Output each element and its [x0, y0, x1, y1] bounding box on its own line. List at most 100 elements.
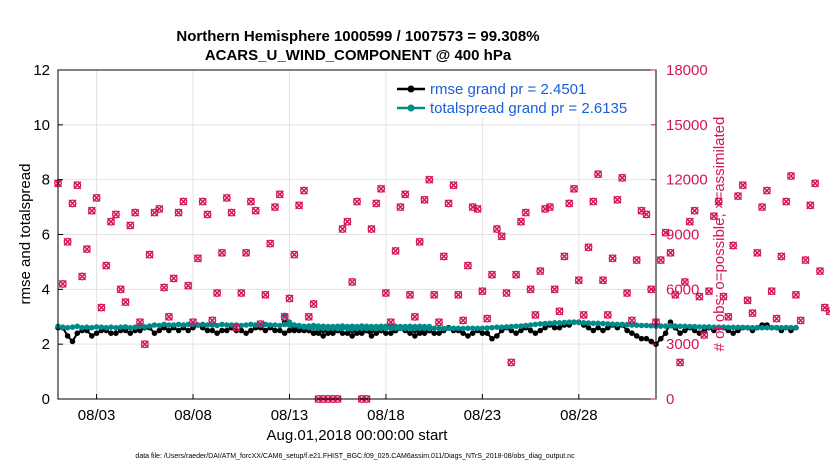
obs-assimilated-marker: [796, 316, 805, 325]
data-point-rmse: [272, 327, 278, 334]
data-point-totalspread: [556, 320, 563, 326]
obs-possible-marker: [791, 290, 800, 299]
obs-possible-marker: [560, 252, 569, 261]
data-point-rmse: [320, 333, 327, 339]
obs-possible-marker: [381, 289, 390, 297]
data-point-totalspread: [561, 319, 568, 326]
obs-possible-marker: [463, 261, 472, 270]
obs-possible-marker: [521, 208, 530, 217]
obs-assimilated-marker: [164, 312, 173, 321]
obs-possible-marker: [372, 199, 381, 208]
obs-possible-marker: [574, 276, 583, 285]
obs-possible-marker: [343, 217, 352, 226]
y-tick-label-left: 10: [33, 117, 50, 134]
data-point-totalspread: [146, 323, 153, 329]
obs-assimilated-marker: [444, 199, 453, 208]
obs-possible-marker: [680, 278, 689, 286]
obs-assimilated-marker: [449, 181, 458, 190]
data-point-totalspread: [344, 325, 351, 332]
obs-assimilated-marker: [516, 217, 526, 226]
obs-assimilated-marker: [454, 290, 463, 299]
obs-possible-marker: [820, 303, 829, 312]
obs-assimilated-marker: [184, 281, 193, 290]
data-point-totalspread: [749, 324, 756, 331]
obs-assimilated-marker: [410, 312, 419, 321]
obs-assimilated-marker: [290, 250, 299, 259]
obs-assimilated-marker: [714, 197, 723, 206]
obs-assimilated-marker: [806, 201, 815, 210]
obs-possible-marker: [734, 192, 742, 201]
obs-possible-marker: [82, 245, 91, 254]
obs-possible-marker: [410, 312, 419, 321]
obs-possible-marker: [700, 331, 709, 339]
data-point-totalspread: [170, 322, 177, 328]
obs-assimilated-marker: [309, 299, 318, 309]
data-point-rmse: [600, 327, 606, 334]
obs-assimilated-marker: [521, 208, 530, 217]
data-point-totalspread: [416, 325, 423, 332]
data-point-rmse: [494, 333, 500, 339]
data-point-rmse: [113, 330, 119, 337]
data-point-totalspread: [93, 324, 100, 330]
data-point-rmse: [412, 333, 418, 339]
obs-possible-marker: [261, 290, 270, 299]
obs-assimilated-marker: [502, 288, 511, 298]
obs-possible-marker: [512, 270, 521, 279]
obs-possible-marker: [121, 298, 130, 307]
obs-possible-marker: [816, 267, 824, 276]
data-point-totalspread: [720, 324, 727, 331]
y-tick-label-right: 9000: [666, 227, 699, 244]
data-point-totalspread: [127, 324, 134, 331]
obs-assimilated-marker: [415, 237, 424, 246]
data-point-rmse: [648, 338, 654, 345]
obs-possible-marker: [719, 292, 728, 301]
data-point-rmse: [518, 327, 524, 334]
series-totalspread: [55, 312, 799, 332]
obs-assimilated-marker: [468, 203, 477, 212]
obs-assimilated-marker: [82, 245, 91, 254]
obs-assimilated-marker: [203, 210, 212, 219]
y-axis-left: 0 2 4 6 8 10 12: [33, 62, 63, 408]
data-point-totalspread: [122, 324, 129, 330]
obs-assimilated-marker: [381, 288, 390, 298]
data-point-totalspread: [595, 320, 601, 327]
obs-assimilated-marker: [709, 212, 718, 221]
obs-assimilated-marker: [483, 314, 492, 323]
data-point-rmse: [214, 330, 220, 337]
obs-possible-marker: [685, 217, 694, 226]
data-point-rmse: [281, 330, 288, 337]
obs-assimilated-marker: [555, 307, 564, 316]
obs-assimilated-marker: [724, 312, 733, 321]
data-point-totalspread: [339, 325, 346, 332]
data-point-rmse: [310, 330, 317, 337]
data-point-rmse: [682, 327, 688, 334]
data-point-totalspread: [330, 325, 336, 332]
obs-possible-marker: [690, 206, 699, 215]
obs-possible-marker: [290, 250, 299, 259]
y-tick-label-right: 6000: [666, 281, 699, 298]
data-point-totalspread: [508, 323, 515, 330]
data-point-rmse: [277, 327, 283, 334]
x-tick-label: 08/03: [78, 407, 116, 424]
data-point-rmse: [127, 330, 134, 337]
obs-assimilated-marker: [642, 210, 651, 219]
data-point-totalspread: [89, 324, 95, 331]
obs-possible-marker: [758, 203, 767, 212]
obs-possible-marker: [198, 197, 207, 206]
data-point-rmse: [204, 327, 211, 334]
obs-possible-marker: [386, 318, 395, 327]
obs-possible-marker: [729, 241, 738, 250]
obs-layer: [53, 170, 830, 404]
obs-assimilated-marker: [685, 217, 694, 226]
data-point-totalspread: [735, 324, 741, 331]
data-point-rmse: [662, 330, 669, 337]
data-point-totalspread: [643, 322, 650, 329]
obs-possible-marker: [237, 289, 246, 297]
obs-possible-marker: [309, 300, 318, 308]
obs-assimilated-marker: [121, 298, 130, 307]
obs-assimilated-marker: [801, 256, 810, 265]
obs-possible-marker: [787, 172, 795, 180]
obs-assimilated-marker: [666, 248, 675, 257]
obs-assimilated-marker: [777, 252, 786, 261]
data-point-rmse: [465, 333, 471, 339]
